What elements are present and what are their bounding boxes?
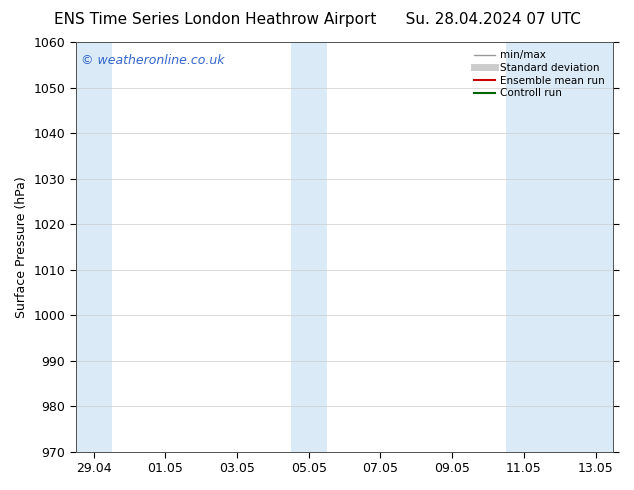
Bar [291,42,327,452]
Text: ENS Time Series London Heathrow Airport      Su. 28.04.2024 07 UTC: ENS Time Series London Heathrow Airport … [53,12,581,27]
Y-axis label: Surface Pressure (hPa): Surface Pressure (hPa) [15,176,28,318]
Legend: min/max, Standard deviation, Ensemble mean run, Controll run: min/max, Standard deviation, Ensemble me… [471,47,608,101]
Bar [506,42,614,452]
Text: © weatheronline.co.uk: © weatheronline.co.uk [81,54,224,67]
Bar [76,42,112,452]
